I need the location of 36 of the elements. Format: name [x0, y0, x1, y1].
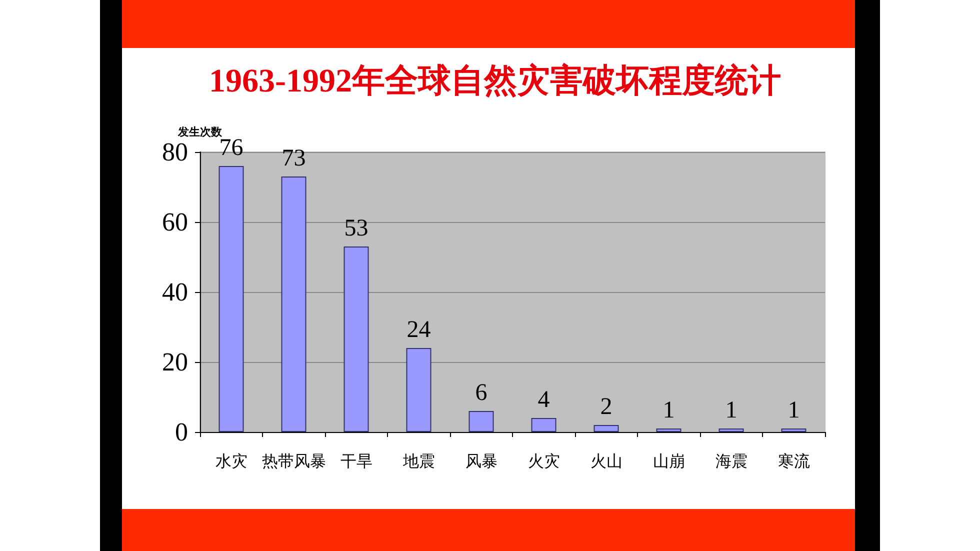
bar [656, 428, 682, 432]
y-tick-label: 20 [162, 348, 188, 376]
chart-title: 1963-1992年全球自然灾害破坏程度统计 [209, 62, 781, 100]
x-tick-label: 火灾 [528, 452, 560, 470]
bar [344, 246, 369, 432]
bar [781, 428, 806, 432]
bar [718, 428, 744, 432]
data-label: 6 [475, 380, 488, 406]
bar [406, 348, 432, 432]
x-tick-label: 火山 [590, 452, 622, 470]
y-axis-title: 发生次数 [177, 126, 223, 138]
data-label: 4 [538, 387, 550, 413]
x-tick-label: 山崩 [652, 452, 685, 470]
x-tick-label: 寒流 [778, 452, 810, 470]
bar [468, 411, 494, 432]
x-tick-label: 风暴 [465, 454, 498, 470]
bar [531, 418, 556, 432]
y-tick-label: 0 [175, 418, 188, 446]
x-tick-label: 海震 [715, 454, 748, 470]
x-tick-label: 干旱 [340, 454, 372, 470]
data-label: 2 [600, 394, 612, 420]
y-tick-label: 60 [162, 208, 188, 236]
data-label: 1 [662, 398, 675, 424]
bar [218, 166, 244, 432]
data-label: 73 [282, 146, 306, 172]
x-tick-label: 热带风暴 [262, 452, 326, 470]
y-tick-label: 80 [162, 138, 188, 166]
bar [281, 176, 306, 432]
data-label: 53 [344, 216, 368, 242]
bar [594, 425, 619, 432]
x-tick-label: 地震 [402, 452, 435, 470]
y-tick-label: 40 [162, 278, 188, 306]
data-label: 1 [788, 398, 800, 424]
data-label: 24 [406, 317, 431, 343]
data-label: 1 [725, 398, 738, 424]
x-tick-label: 水灾 [215, 452, 248, 470]
